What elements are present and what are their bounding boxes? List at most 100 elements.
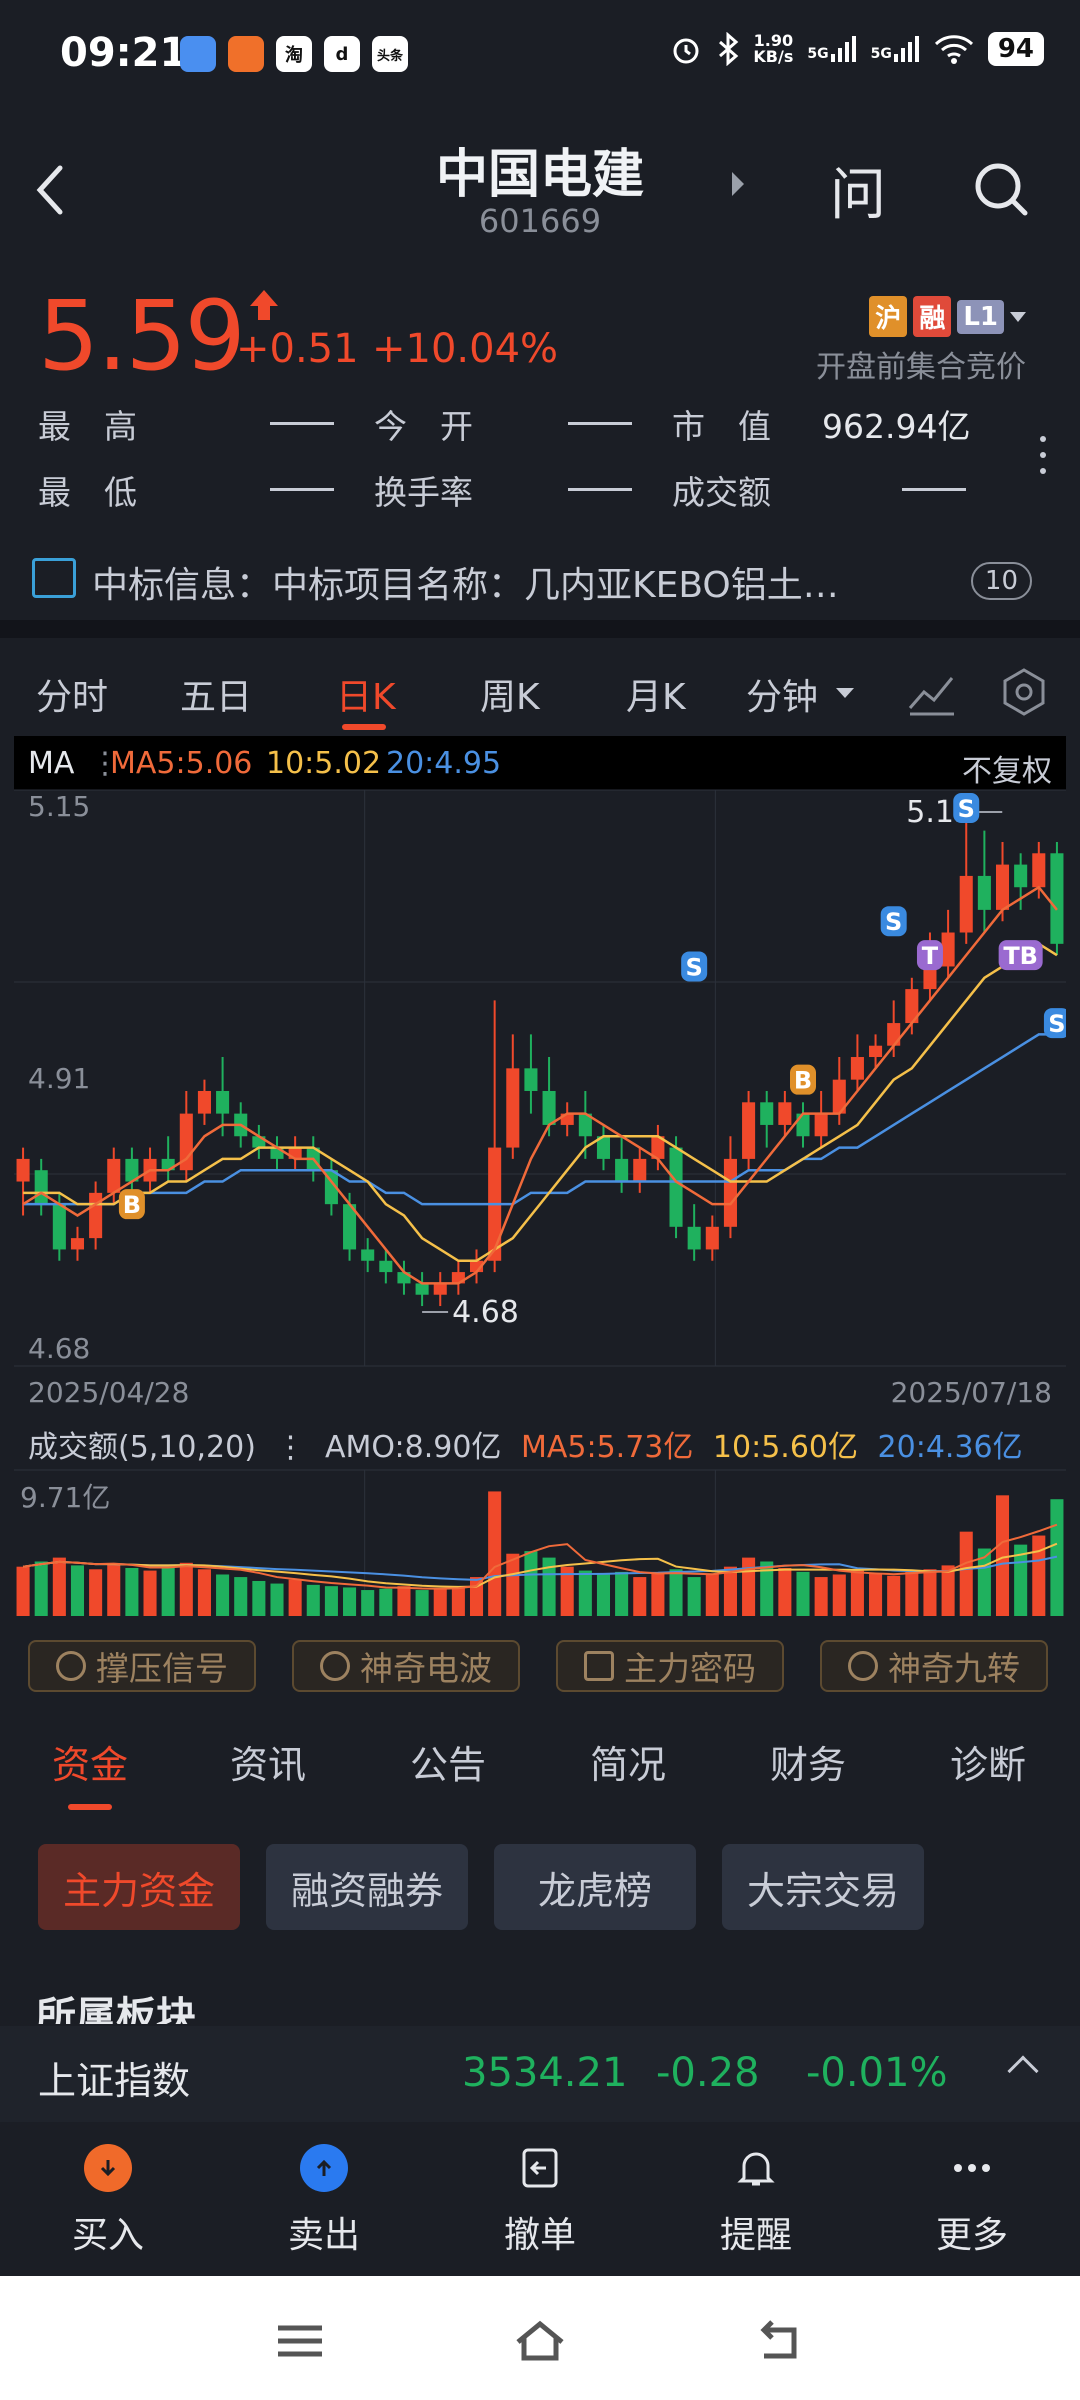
- vol-ma10-value: 10:5.60亿: [712, 1430, 858, 1465]
- block-trade-button[interactable]: 大宗交易: [722, 1844, 924, 1930]
- turnover-value: [568, 488, 632, 491]
- candle-body: [560, 1113, 574, 1125]
- status-bar: 09:21 淘 d 头条 1.90 KB/s 5G 5G 94: [0, 0, 1080, 110]
- candle-body: [687, 1226, 701, 1250]
- volume-bar: [70, 1565, 85, 1616]
- candle-body: [34, 1170, 48, 1205]
- taobao-icon: 淘: [276, 36, 312, 72]
- volume-bar: [234, 1577, 248, 1616]
- alert-button[interactable]: 提醒: [686, 2144, 826, 2258]
- volume-bar: [578, 1570, 592, 1616]
- volume-bar: [869, 1573, 883, 1616]
- level-badge: L1: [957, 299, 1004, 334]
- menu-icon[interactable]: [270, 2316, 330, 2366]
- sell-button[interactable]: 卖出: [254, 2144, 394, 2258]
- signal-badge: [790, 1064, 816, 1095]
- tab-weekly-k[interactable]: 周K: [480, 677, 540, 718]
- active-tab-indicator: [68, 1804, 112, 1810]
- more-stats-icon[interactable]: [1040, 436, 1048, 484]
- tab-monthly-k[interactable]: 月K: [626, 677, 686, 718]
- tab-profile[interactable]: 简况: [590, 1743, 667, 1787]
- index-ticker[interactable]: 上证指数 3534.21 -0.28 -0.01%: [0, 2026, 1080, 2122]
- ma5-value: MA5:5.06: [110, 746, 253, 781]
- market-badges[interactable]: 沪 融 L1: [869, 296, 1026, 337]
- quote-panel: 5.59 +0.51 +10.04% 沪 融 L1 开盘前集合竞价: [0, 270, 1080, 520]
- more-button[interactable]: 更多: [902, 2144, 1042, 2258]
- volume-bar: [506, 1553, 520, 1616]
- y-tick-mid: 4.91: [28, 1062, 91, 1095]
- main-force-code-button[interactable]: 主力密码: [556, 1640, 784, 1692]
- search-icon[interactable]: [972, 160, 1032, 220]
- buy-button[interactable]: 买入: [38, 2144, 178, 2258]
- low-value: [270, 488, 334, 491]
- tab-fund[interactable]: 资金: [52, 1743, 129, 1787]
- candle-body: [52, 1204, 66, 1250]
- tab-news[interactable]: 资讯: [230, 1743, 307, 1787]
- signal-badge: [118, 1189, 145, 1220]
- support-resistance-button[interactable]: 撑压信号: [28, 1640, 256, 1692]
- index-name: 上证指数: [38, 2059, 191, 2103]
- volume-bar: [52, 1557, 66, 1616]
- volume-bar: [216, 1574, 230, 1616]
- adjust-mode[interactable]: 不复权: [962, 754, 1052, 789]
- candle-body: [596, 1136, 611, 1159]
- tab-diagnosis[interactable]: 诊断: [950, 1743, 1027, 1787]
- volume-bar: [923, 1569, 937, 1616]
- signal-badge: [998, 940, 1043, 971]
- wave-icon: [320, 1651, 350, 1681]
- main-fund-button[interactable]: 主力资金: [38, 1844, 240, 1930]
- candle-body: [977, 875, 991, 910]
- bid-info-banner[interactable]: 中标信息：中标项目名称：几内亚KEBO铝土… 10: [0, 540, 1080, 620]
- margin-trading-button[interactable]: 融资融券: [266, 1844, 468, 1930]
- chevron-up-icon[interactable]: [1007, 2055, 1039, 2087]
- battery-indicator: 94: [987, 32, 1044, 66]
- volume-bar: [433, 1588, 447, 1616]
- volume-bar: [306, 1584, 320, 1616]
- minute-dropdown-icon[interactable]: [836, 688, 854, 698]
- tab-daily-k[interactable]: 日K: [336, 677, 396, 718]
- volume-bar: [324, 1586, 338, 1616]
- volume-bar: [705, 1574, 719, 1616]
- volume-bar: [488, 1491, 502, 1616]
- volume-bar: [905, 1571, 919, 1616]
- signal-badge: [953, 793, 980, 823]
- volume-bar: [397, 1586, 411, 1616]
- volume-bar: [542, 1557, 556, 1616]
- stock-name: 中国电建: [435, 145, 644, 205]
- candle-body: [469, 1260, 484, 1273]
- tab-five-day[interactable]: 五日: [180, 677, 253, 718]
- cancel-order-button[interactable]: 撤单: [470, 2144, 610, 2258]
- candle-body: [1032, 853, 1046, 888]
- volume-bar: [832, 1574, 846, 1616]
- kline-chart[interactable]: MA ⋮ MA5:5.06 10:5.02 20:4.95 不复权 5.15 4.…: [14, 736, 1066, 1616]
- buy-icon: [84, 2144, 132, 2192]
- volume-bar: [361, 1590, 375, 1616]
- bid-info-count[interactable]: 10: [970, 562, 1032, 600]
- back-nav-icon[interactable]: [750, 2316, 810, 2366]
- home-icon[interactable]: [510, 2316, 570, 2366]
- volume-bar: [633, 1577, 647, 1616]
- candle-body: [760, 1102, 774, 1125]
- draw-line-icon[interactable]: [906, 666, 958, 718]
- ask-button[interactable]: 问: [830, 163, 886, 228]
- chart-settings-icon[interactable]: [998, 666, 1050, 718]
- back-icon[interactable]: [30, 160, 70, 220]
- volume-bar: [197, 1569, 211, 1616]
- alarm-icon: [673, 38, 699, 64]
- chart-period-tabs: 分时 五日 日K 周K 月K 分钟: [0, 638, 1080, 738]
- volume-bar: [596, 1574, 611, 1616]
- next-stock-icon[interactable]: [732, 172, 744, 196]
- tab-minute[interactable]: 分钟: [746, 677, 819, 718]
- magic-wave-button[interactable]: 神奇电波: [292, 1640, 520, 1692]
- volume-bar: [524, 1551, 538, 1616]
- tab-announcements[interactable]: 公告: [410, 1743, 487, 1787]
- ma10-value: 10:5.02: [266, 746, 382, 781]
- magic-nine-button[interactable]: 神奇九转: [820, 1640, 1048, 1692]
- tab-finance[interactable]: 财务: [770, 1743, 847, 1787]
- dragon-tiger-button[interactable]: 龙虎榜: [494, 1844, 696, 1930]
- open-label: 今 开: [374, 407, 473, 446]
- tab-intraday[interactable]: 分时: [36, 677, 109, 718]
- candle-body: [705, 1226, 719, 1250]
- app1-icon: [180, 36, 216, 72]
- shanghai-badge: 沪: [869, 296, 908, 337]
